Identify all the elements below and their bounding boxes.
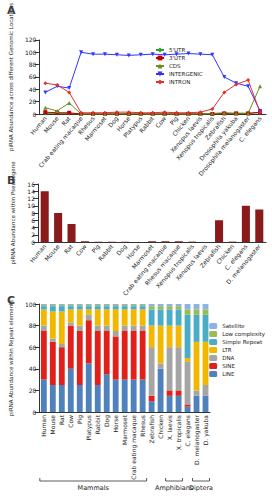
svg-text:A: A: [7, 4, 16, 17]
svg-text:C. elegans: C. elegans: [223, 242, 249, 272]
svg-text:Rabbit: Rabbit: [97, 242, 115, 262]
svg-text:Chicken: Chicken: [157, 415, 164, 439]
svg-text:Rabbit: Rabbit: [137, 114, 156, 135]
svg-text:14: 14: [27, 188, 35, 195]
svg-text:Diptera: Diptera: [189, 484, 213, 492]
svg-text:CDS: CDS: [169, 63, 181, 69]
svg-text:120: 120: [25, 36, 37, 43]
svg-text:Rhesus: Rhesus: [139, 415, 146, 437]
svg-text:D. melanogaster: D. melanogaster: [225, 242, 264, 286]
svg-text:Pig: Pig: [89, 242, 101, 255]
svg-text:Drosophila yakuba: Drosophila yakuba: [197, 114, 239, 162]
svg-text:DNA: DNA: [222, 355, 234, 361]
svg-text:C. elegans: C. elegans: [237, 115, 263, 144]
svg-text:Cow: Cow: [67, 415, 74, 428]
svg-text:SINE: SINE: [222, 363, 235, 369]
svg-text:8: 8: [31, 210, 35, 217]
svg-text:Marmoset: Marmoset: [83, 114, 108, 142]
svg-text:Rat: Rat: [60, 114, 72, 127]
svg-text:Zebrafish: Zebrafish: [148, 415, 155, 444]
svg-text:20: 20: [29, 98, 37, 105]
svg-text:X. tropicalis: X. tropicalis: [175, 415, 183, 450]
svg-text:Chicken: Chicken: [170, 114, 192, 138]
svg-text:Xenopus tropicalis: Xenopus tropicalis: [154, 242, 195, 290]
svg-text:0: 0: [33, 111, 37, 118]
svg-text:60: 60: [29, 344, 37, 351]
svg-text:Dog: Dog: [114, 242, 128, 257]
svg-text:3'UTR: 3'UTR: [169, 55, 185, 61]
svg-text:Horse: Horse: [114, 114, 132, 133]
svg-text:Mouse: Mouse: [43, 243, 61, 263]
svg-text:LINE: LINE: [222, 371, 235, 377]
svg-text:Pig: Pig: [168, 114, 180, 127]
svg-text:16: 16: [27, 181, 35, 188]
svg-text:D. yakuba: D. yakuba: [202, 415, 210, 446]
svg-text:Cow: Cow: [154, 115, 168, 129]
svg-text:Pig: Pig: [76, 415, 84, 424]
svg-text:Chicken: Chicken: [214, 242, 236, 266]
svg-text:piRNA Abundance within Pseudog: piRNA Abundance within Pseudogene: [10, 161, 17, 265]
svg-text:Marmoset: Marmoset: [121, 414, 128, 445]
svg-text:D. melanogaster: D. melanogaster: [193, 414, 201, 464]
svg-text:Rhesus macaque: Rhesus macaque: [143, 242, 182, 287]
svg-text:40: 40: [29, 86, 37, 93]
svg-text:Amphibians: Amphibians: [154, 483, 194, 492]
svg-text:Rabbit: Rabbit: [94, 414, 101, 434]
svg-text:piRNA Abundance within Repeat: piRNA Abundance within Repeat elements: [8, 300, 15, 416]
svg-text:100: 100: [25, 301, 37, 308]
svg-text:Horse: Horse: [124, 242, 142, 261]
svg-text:Marmoset: Marmoset: [130, 242, 155, 271]
svg-text:Zebrafish: Zebrafish: [203, 114, 227, 142]
svg-text:Rat: Rat: [58, 414, 65, 425]
svg-text:Crab eating macaque: Crab eating macaque: [121, 242, 169, 297]
svg-text:100: 100: [25, 49, 37, 56]
svg-text:piRNA Abundance across differe: piRNA Abundance across different Genomic…: [8, 3, 15, 151]
svg-text:Mammals: Mammals: [78, 484, 110, 492]
svg-text:Dog: Dog: [103, 415, 111, 427]
svg-text:Human: Human: [28, 114, 48, 136]
svg-text:60: 60: [29, 73, 37, 80]
svg-text:Dog: Dog: [106, 114, 120, 129]
svg-text:Platypus: Platypus: [85, 415, 93, 441]
svg-text:40: 40: [29, 365, 37, 372]
svg-text:Rat: Rat: [62, 242, 74, 255]
svg-text:Xenopus laevis: Xenopus laevis: [174, 242, 209, 282]
svg-text:INTERGENIC: INTERGENIC: [169, 71, 203, 77]
svg-text:5'UTR: 5'UTR: [169, 47, 185, 53]
svg-text:LTR: LTR: [222, 347, 232, 353]
svg-text:Mouse: Mouse: [42, 115, 60, 135]
svg-text:4: 4: [31, 224, 35, 231]
svg-text:Crab eating macaque: Crab eating macaque: [130, 415, 138, 480]
svg-text:B: B: [7, 174, 15, 187]
svg-text:12: 12: [27, 195, 35, 202]
svg-text:Mouse: Mouse: [49, 415, 56, 435]
svg-text:2: 2: [31, 231, 35, 238]
svg-text:Human: Human: [40, 415, 47, 437]
svg-text:INTRON: INTRON: [169, 79, 190, 85]
svg-text:Drosophila melanogaster: Drosophila melanogaster: [197, 114, 252, 177]
svg-text:0: 0: [33, 409, 37, 416]
svg-text:Simple Repeat: Simple Repeat: [222, 339, 263, 346]
svg-text:Human: Human: [28, 243, 47, 264]
svg-text:Crab eating macaque: Crab eating macaque: [37, 115, 85, 170]
svg-text:C. elegans: C. elegans: [184, 415, 192, 446]
svg-text:Cow: Cow: [74, 243, 88, 257]
svg-text:Xenopus tropicalis: Xenopus tropicalis: [174, 114, 215, 162]
svg-text:Satellite: Satellite: [222, 323, 245, 329]
svg-text:Zebrafish: Zebrafish: [198, 242, 222, 270]
svg-text:0: 0: [31, 239, 35, 246]
svg-text:Rhesus: Rhesus: [76, 114, 96, 136]
svg-text:80: 80: [29, 61, 37, 68]
svg-text:Low complexity: Low complexity: [222, 331, 266, 338]
svg-text:Xenopus laevis: Xenopus laevis: [168, 114, 204, 154]
svg-text:Horse: Horse: [112, 415, 119, 433]
svg-text:6: 6: [31, 217, 35, 224]
svg-text:80: 80: [29, 322, 37, 329]
svg-text:10: 10: [27, 202, 35, 209]
svg-text:20: 20: [29, 387, 37, 394]
svg-text:X. laevis: X. laevis: [166, 415, 173, 440]
svg-text:Platypus: Platypus: [121, 114, 144, 139]
svg-text:C: C: [7, 294, 15, 307]
